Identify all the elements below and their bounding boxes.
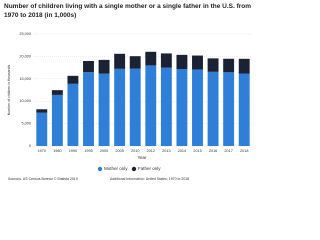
- additional-info: Additional Information: United States; 1…: [110, 177, 189, 181]
- bar-segment: [238, 58, 250, 74]
- bar-segment: [176, 69, 188, 146]
- x-tick-label: 2005: [115, 149, 123, 153]
- x-tick-label: 1980: [53, 149, 61, 153]
- bar-segment: [145, 51, 157, 66]
- legend-marker: [97, 166, 103, 172]
- y-axis-label: Number of children in thousands: [7, 65, 11, 116]
- x-tick-label: 2012: [147, 149, 155, 153]
- bar-segment: [129, 68, 141, 146]
- bar-segment: [145, 65, 157, 146]
- bar-segment: [51, 94, 63, 146]
- chart: Number of children living with a single …: [4, 3, 252, 181]
- title-box: Number of children living with a single …: [4, 3, 252, 19]
- bar-segment: [207, 58, 219, 72]
- bar-segment: [238, 73, 250, 146]
- x-tick-label: 2010: [131, 149, 139, 153]
- bar-segment: [129, 56, 141, 69]
- y-tick-label: 5,000: [21, 122, 31, 126]
- bar-segment: [67, 83, 79, 146]
- bar-segment: [98, 73, 110, 146]
- source: Sources: US Census Bureau © Statista 201…: [8, 177, 78, 181]
- x-tick-label: 2000: [100, 149, 108, 153]
- bar-segment: [83, 61, 94, 73]
- legend-label: Mother only: [104, 166, 128, 171]
- x-tick-label: 1970: [38, 149, 46, 153]
- bar-segment: [223, 58, 235, 73]
- x-axis-label: Year: [137, 155, 147, 160]
- x-tick-label: 2018: [240, 149, 248, 153]
- bar-segment: [192, 55, 203, 70]
- y-tick-label: 20,000: [19, 54, 31, 58]
- chart-title: Number of children living with a single …: [4, 3, 252, 19]
- y-tick-label: 25,000: [19, 32, 31, 36]
- y-tick-label: 15,000: [19, 77, 31, 81]
- bar-segment: [207, 71, 219, 146]
- x-tick-label: 2015: [193, 149, 201, 153]
- x-tick-label: 2014: [178, 149, 186, 153]
- bar-segment: [223, 72, 235, 146]
- legend-marker: [131, 166, 137, 172]
- bar-segment: [192, 69, 203, 146]
- x-tick-label: 2017: [224, 149, 232, 153]
- bar-segment: [176, 54, 188, 70]
- x-tick-label: 1995: [84, 149, 92, 153]
- bar-segment: [160, 67, 172, 146]
- bar-segment: [114, 68, 126, 146]
- x-tick-label: 2016: [209, 149, 217, 153]
- bar-segment: [83, 72, 94, 146]
- bar-segment: [51, 90, 63, 95]
- x-tick-label: 1990: [69, 149, 77, 153]
- bar-segment: [36, 112, 48, 146]
- bar-segment: [160, 53, 172, 68]
- y-tick-label: 0: [29, 144, 31, 148]
- bar-segment: [67, 75, 79, 84]
- bar-segment: [114, 53, 126, 69]
- bar-segment: [36, 109, 48, 113]
- legend-label: Father only: [138, 166, 161, 171]
- y-tick-label: 10,000: [19, 99, 31, 103]
- bar-segment: [98, 59, 110, 74]
- x-tick-label: 2013: [162, 149, 170, 153]
